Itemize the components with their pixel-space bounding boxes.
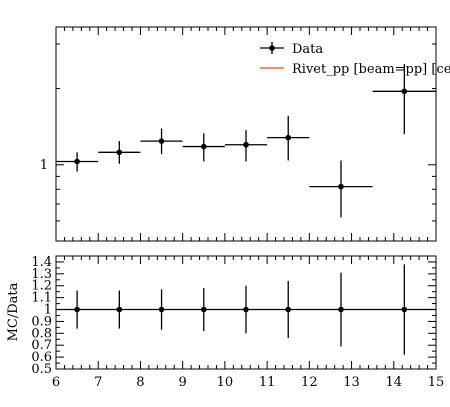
- ratio-marker: [158, 306, 165, 313]
- ratio-marker: [74, 306, 80, 313]
- main-marker: [401, 88, 408, 95]
- ratio-ytick-label: 0.5: [31, 362, 52, 377]
- ratio-xtick-label: 7: [94, 375, 102, 390]
- main-data-point: [372, 64, 436, 135]
- ratio-yticks: 0.50.60.70.80.911.11.21.31.4: [31, 255, 436, 377]
- ratio-marker: [285, 306, 292, 313]
- main-marker: [285, 134, 292, 141]
- main-marker: [116, 149, 123, 156]
- main-data-point: [309, 160, 373, 218]
- main-panel: 1 Data Rivet_pp [beam=pp] [cent=: [40, 26, 450, 242]
- main-data-point: [98, 141, 141, 164]
- main-points: [56, 64, 436, 218]
- main-ytick-label: 1: [40, 158, 48, 173]
- main-data-point: [140, 128, 183, 155]
- ratio-ytick-label: 1.3: [31, 267, 52, 282]
- ratio-data-point: [140, 289, 183, 330]
- main-marker: [200, 143, 207, 150]
- ratio-xtick-label: 12: [301, 375, 318, 390]
- ratio-data-point: [372, 264, 436, 355]
- main-data-point: [56, 152, 99, 172]
- main-yticks: 1: [40, 43, 436, 242]
- main-marker: [74, 158, 80, 165]
- ratio-data-point: [267, 280, 310, 339]
- main-marker: [338, 183, 344, 190]
- ratio-xtick-label: 14: [386, 375, 403, 390]
- main-xticks: [55, 27, 437, 241]
- ratio-marker: [243, 306, 249, 313]
- ratio-xtick-label: 15: [428, 375, 445, 390]
- ratio-plot-frame: [55, 255, 437, 370]
- ratio-data-point: [182, 288, 225, 331]
- ratio-points: [56, 264, 436, 355]
- main-data-point: [267, 115, 310, 161]
- ratio-xticks: 6 7 8 9 10 11 12 13 14 15: [52, 256, 444, 390]
- main-data-point: [224, 130, 268, 162]
- legend-mc-label: Rivet_pp [beam=pp] [cent=: [292, 62, 450, 77]
- ratio-ytick-label: 0.8: [31, 326, 52, 341]
- main-marker: [243, 141, 249, 148]
- ratio-xtick-label: 11: [259, 375, 276, 390]
- ratio-data-point: [224, 285, 268, 334]
- ratio-data-point: [98, 290, 141, 329]
- ratio-ytick-label: 1.2: [31, 279, 52, 294]
- ratio-data-point: [309, 272, 373, 347]
- ratio-marker: [401, 306, 408, 313]
- ratio-xtick-label: 8: [136, 375, 144, 390]
- ratio-ytick-label: 1: [44, 303, 52, 318]
- ratio-ytick-label: 1.1: [31, 291, 52, 306]
- ratio-xtick-label: 13: [343, 375, 360, 390]
- ratio-ytick-label: 0.6: [31, 350, 52, 365]
- main-plot-frame: [55, 26, 437, 242]
- ratio-ytick-label: 0.7: [31, 338, 52, 353]
- ratio-xtick-label: 6: [52, 375, 60, 390]
- ratio-panel: 0.50.60.70.80.911.11.21.31.4 6 7 8 9 10 11 12 1…: [6, 255, 444, 390]
- legend: Data Rivet_pp [beam=pp] [cent=: [260, 42, 450, 77]
- legend-data-label: Data: [292, 42, 323, 57]
- legend-data-marker: [269, 45, 275, 51]
- ratio-data-point: [56, 290, 99, 329]
- ratio-xtick-label: 9: [179, 375, 187, 390]
- ratio-xtick-label: 10: [217, 375, 234, 390]
- ratio-ytick-label: 0.9: [31, 314, 52, 329]
- ratio-ylabel: MC/Data: [6, 282, 21, 341]
- ratio-marker: [200, 306, 207, 313]
- ratio-marker: [338, 306, 344, 313]
- ratio-marker: [116, 306, 123, 313]
- main-data-point: [182, 133, 225, 162]
- ratio-ytick-label: 1.4: [31, 255, 52, 270]
- main-marker: [158, 138, 165, 144]
